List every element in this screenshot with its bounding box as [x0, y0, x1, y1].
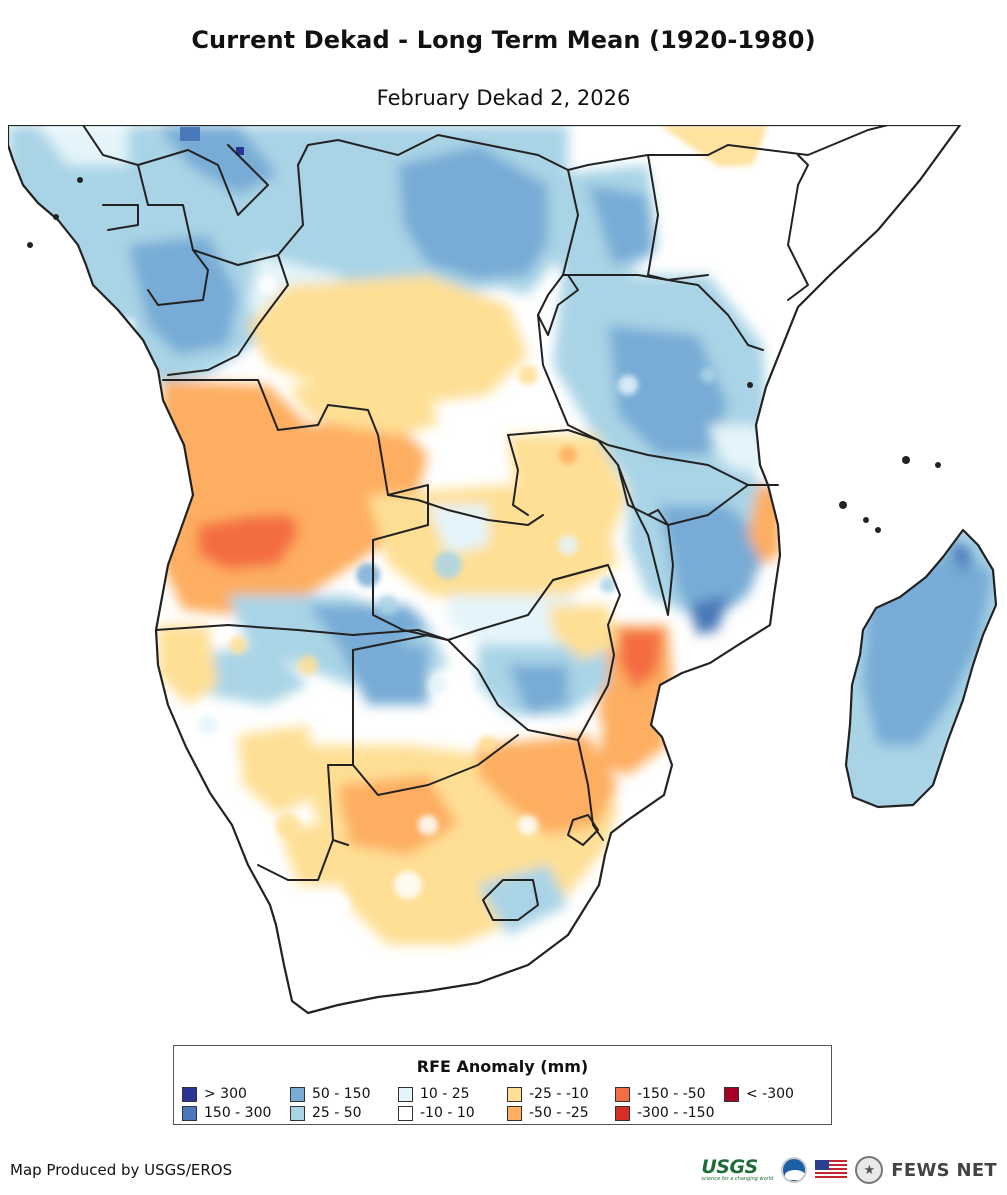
legend-label: 50 - 150 — [312, 1086, 371, 1102]
map-area — [8, 125, 998, 1030]
logo-strip: USGS science for a changing world ★ FEWS… — [701, 1155, 997, 1185]
legend-swatch — [398, 1086, 413, 1102]
legend-swatch — [182, 1105, 197, 1121]
legend-item: -10 - 10 — [398, 1105, 475, 1121]
legend-label: -10 - 10 — [420, 1105, 475, 1121]
legend-swatch — [290, 1105, 305, 1121]
legend-item: 10 - 25 — [398, 1086, 470, 1102]
legend-swatch — [615, 1086, 630, 1102]
rainfall-anomaly-map — [8, 125, 998, 1030]
legend-title: RFE Anomaly (mm) — [416, 1057, 589, 1076]
legend-item: -50 - -25 — [507, 1105, 589, 1121]
map-subtitle: February Dekad 2, 2026 — [376, 86, 631, 110]
usgs-logo-text: USGS — [701, 1156, 758, 1178]
legend-label: 10 - 25 — [420, 1086, 470, 1102]
legend-swatch — [507, 1105, 522, 1121]
legend-label: -25 - -10 — [529, 1086, 589, 1102]
legend-label: 150 - 300 — [204, 1105, 272, 1121]
usgs-logo: USGS science for a changing world — [701, 1158, 773, 1182]
legend-label: 25 - 50 — [312, 1105, 362, 1121]
noaa-logo-icon — [781, 1157, 808, 1183]
legend-swatch — [398, 1105, 413, 1121]
legend: RFE Anomaly (mm) > 300 150 - 300 50 - 15… — [173, 1045, 832, 1125]
legend-item: 25 - 50 — [290, 1105, 362, 1121]
legend-item: -25 - -10 — [507, 1086, 589, 1102]
map-credit: Map Produced by USGS/EROS — [10, 1161, 233, 1179]
legend-swatch — [182, 1086, 197, 1102]
legend-swatch — [615, 1105, 630, 1121]
legend-item: 150 - 300 — [182, 1105, 271, 1121]
state-department-seal-icon: ★ — [855, 1156, 884, 1184]
us-flag-icon — [815, 1160, 848, 1180]
legend-item: < -300 — [724, 1086, 794, 1102]
legend-item: > 300 — [182, 1086, 247, 1102]
fews-net-logo: FEWS NET — [891, 1159, 997, 1181]
legend-item: -150 - -50 — [615, 1086, 706, 1102]
legend-label: -150 - -50 — [637, 1086, 706, 1102]
legend-item: 50 - 150 — [290, 1086, 371, 1102]
legend-label: -50 - -25 — [529, 1105, 589, 1121]
legend-label: > 300 — [204, 1086, 247, 1102]
legend-swatch — [290, 1086, 305, 1102]
legend-swatch — [724, 1086, 739, 1102]
legend-swatch — [507, 1086, 522, 1102]
usgs-tagline: science for a changing world — [701, 1176, 774, 1182]
legend-label: < -300 — [746, 1086, 794, 1102]
map-title: Current Dekad - Long Term Mean (1920-198… — [191, 26, 816, 54]
legend-label: -300 - -150 — [637, 1105, 715, 1121]
legend-item: -300 - -150 — [615, 1105, 715, 1121]
